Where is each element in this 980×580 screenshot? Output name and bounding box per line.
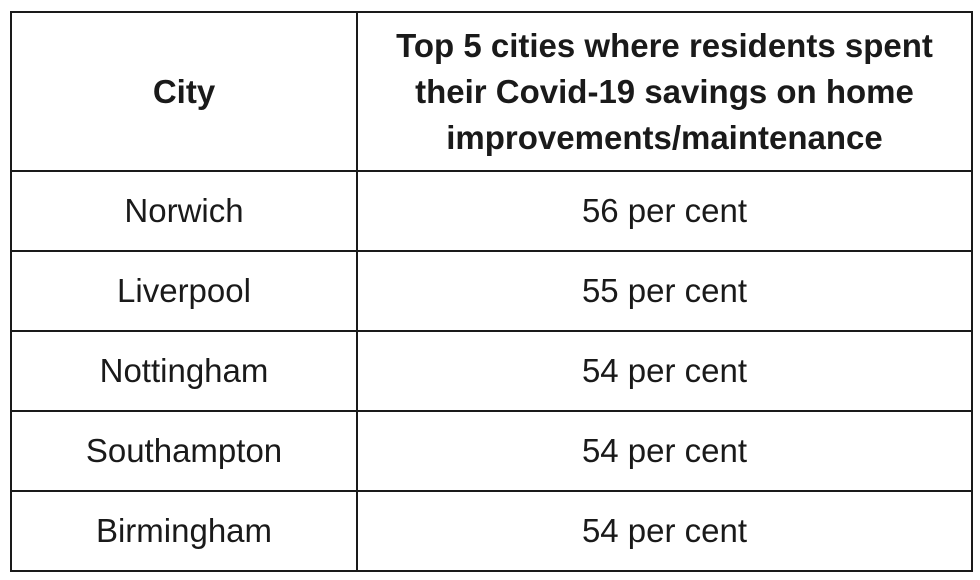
table-row: Norwich 56 per cent bbox=[10, 170, 973, 252]
city-cell: Southampton bbox=[10, 410, 358, 492]
table-row: Liverpool 55 per cent bbox=[10, 250, 973, 332]
header-spending-share: Top 5 cities where residents spent their… bbox=[356, 11, 973, 172]
cities-table-container: City Top 5 cities where residents spent … bbox=[10, 11, 973, 572]
value-cell: 54 per cent bbox=[356, 410, 973, 492]
cities-table: City Top 5 cities where residents spent … bbox=[10, 11, 973, 572]
city-cell: Norwich bbox=[10, 170, 358, 252]
table-row: Nottingham 54 per cent bbox=[10, 330, 973, 412]
table-header-row: City Top 5 cities where residents spent … bbox=[10, 11, 973, 172]
header-city: City bbox=[10, 11, 358, 172]
value-cell: 54 per cent bbox=[356, 490, 973, 572]
value-cell: 55 per cent bbox=[356, 250, 973, 332]
header-spending-share-label: Top 5 cities where residents spent their… bbox=[396, 26, 933, 156]
city-cell: Liverpool bbox=[10, 250, 358, 332]
value-cell: 56 per cent bbox=[356, 170, 973, 252]
table-row: Southampton 54 per cent bbox=[10, 410, 973, 492]
city-cell: Birmingham bbox=[10, 490, 358, 572]
table-row: Birmingham 54 per cent bbox=[10, 490, 973, 572]
city-cell: Nottingham bbox=[10, 330, 358, 412]
header-city-label: City bbox=[152, 72, 216, 110]
value-cell: 54 per cent bbox=[356, 330, 973, 412]
